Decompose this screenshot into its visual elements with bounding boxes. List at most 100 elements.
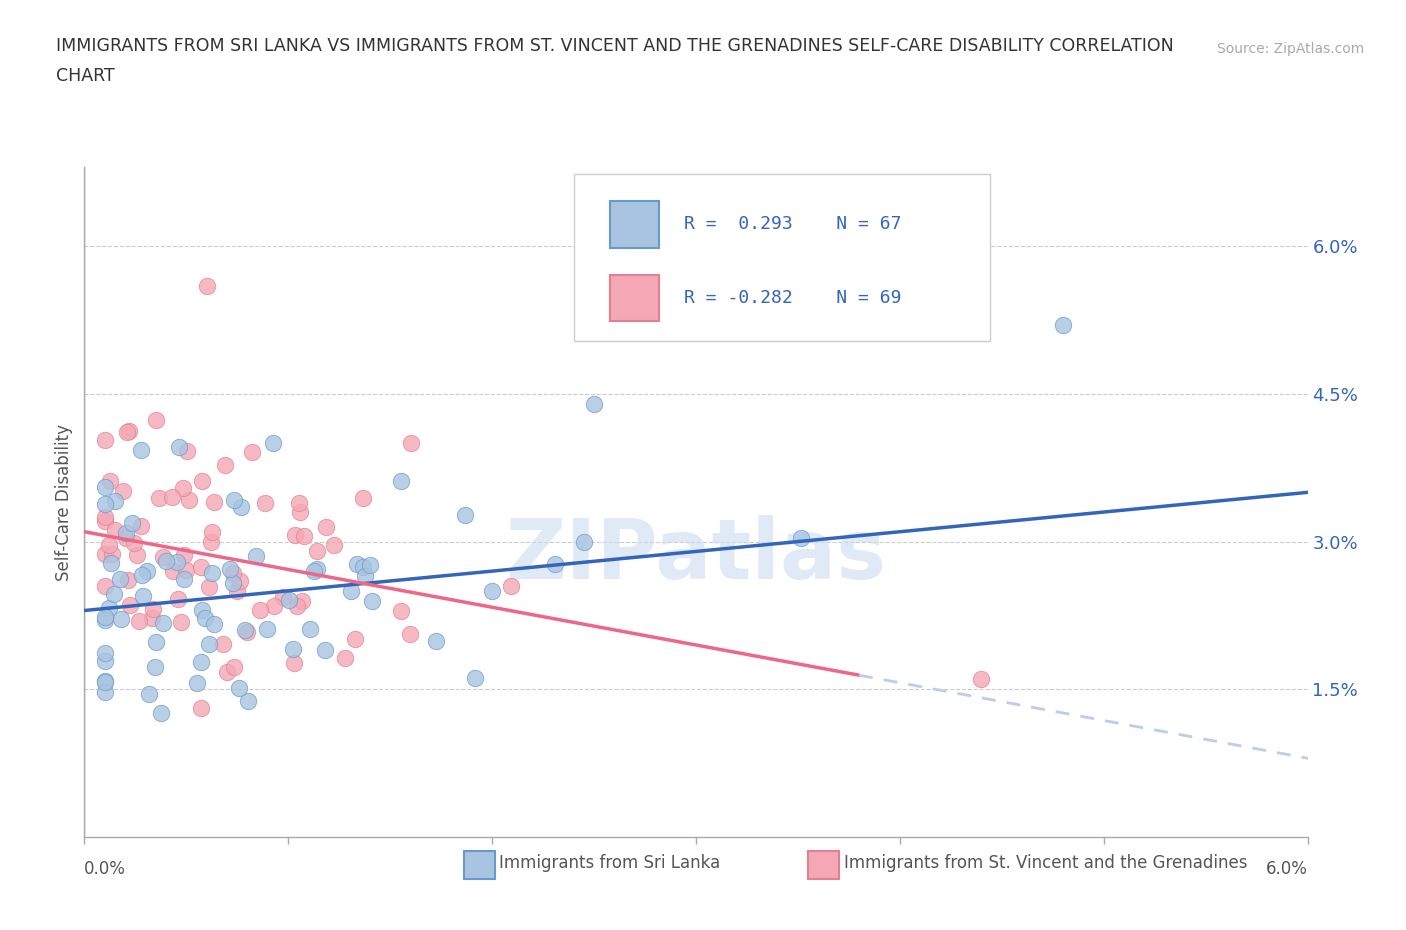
- Point: [93, 684, 115, 699]
- Point: [138, 686, 160, 701]
- Point: [294, 528, 316, 543]
- Point: [287, 598, 309, 613]
- Point: [256, 621, 278, 636]
- Point: [344, 631, 367, 646]
- Point: [122, 535, 145, 550]
- Point: [544, 556, 567, 571]
- Text: IMMIGRANTS FROM SRI LANKA VS IMMIGRANTS FROM ST. VINCENT AND THE GRENADINES SELF: IMMIGRANTS FROM SRI LANKA VS IMMIGRANTS …: [56, 37, 1174, 55]
- Text: Source: ZipAtlas.com: Source: ZipAtlas.com: [1216, 42, 1364, 56]
- Text: R =  0.293    N = 67: R = 0.293 N = 67: [683, 216, 901, 233]
- Point: [115, 530, 138, 545]
- Point: [281, 642, 304, 657]
- Point: [574, 534, 596, 549]
- Point: [93, 645, 115, 660]
- Point: [335, 651, 357, 666]
- Point: [128, 614, 150, 629]
- Point: [190, 559, 212, 574]
- Text: CHART: CHART: [56, 67, 115, 85]
- Point: [98, 473, 121, 488]
- Point: [186, 675, 208, 690]
- Point: [302, 564, 325, 578]
- Point: [176, 562, 198, 577]
- Point: [249, 603, 271, 618]
- Point: [215, 665, 238, 680]
- Text: R = -0.282    N = 69: R = -0.282 N = 69: [683, 289, 901, 307]
- Point: [202, 617, 225, 631]
- Point: [352, 491, 374, 506]
- Point: [101, 547, 124, 562]
- Point: [145, 634, 167, 649]
- Point: [222, 566, 245, 581]
- Point: [222, 576, 245, 591]
- Point: [110, 572, 132, 587]
- Point: [359, 558, 381, 573]
- Point: [214, 458, 236, 472]
- Point: [314, 643, 336, 658]
- Point: [389, 473, 412, 488]
- Text: 6.0%: 6.0%: [1265, 860, 1308, 878]
- Point: [340, 583, 363, 598]
- Point: [118, 424, 141, 439]
- Point: [112, 484, 135, 498]
- Point: [228, 680, 250, 695]
- Point: [110, 612, 132, 627]
- Point: [288, 504, 311, 519]
- Point: [97, 538, 120, 552]
- Point: [176, 444, 198, 458]
- Point: [315, 520, 337, 535]
- Bar: [610, 201, 659, 247]
- Point: [93, 578, 115, 593]
- Point: [127, 548, 149, 563]
- Point: [346, 556, 368, 571]
- Point: [399, 435, 422, 450]
- Point: [93, 480, 115, 495]
- Point: [262, 436, 284, 451]
- Point: [169, 439, 191, 454]
- Point: [352, 560, 374, 575]
- Point: [170, 615, 193, 630]
- Point: [93, 432, 115, 447]
- Point: [263, 599, 285, 614]
- Point: [148, 490, 170, 505]
- Point: [425, 634, 447, 649]
- Point: [141, 611, 163, 626]
- Point: [481, 584, 503, 599]
- Point: [271, 590, 294, 604]
- Point: [104, 523, 127, 538]
- Point: [141, 601, 163, 616]
- Point: [361, 593, 384, 608]
- Point: [149, 706, 172, 721]
- Point: [224, 493, 246, 508]
- Point: [136, 564, 159, 578]
- Point: [201, 525, 224, 539]
- Point: [121, 515, 143, 530]
- Point: [284, 527, 307, 542]
- Point: [93, 609, 115, 624]
- Point: [307, 561, 329, 576]
- Point: [235, 625, 257, 640]
- Point: [117, 572, 139, 587]
- Point: [789, 531, 811, 546]
- Text: Immigrants from Sri Lanka: Immigrants from Sri Lanka: [499, 854, 720, 872]
- Point: [145, 413, 167, 428]
- Point: [103, 493, 125, 508]
- Point: [129, 443, 152, 458]
- Point: [240, 445, 263, 459]
- Point: [218, 562, 240, 577]
- Point: [236, 694, 259, 709]
- FancyBboxPatch shape: [574, 174, 990, 341]
- Point: [103, 586, 125, 601]
- Point: [245, 549, 267, 564]
- Point: [211, 636, 233, 651]
- Point: [190, 603, 212, 618]
- Point: [155, 554, 177, 569]
- Point: [115, 525, 138, 540]
- Text: 0.0%: 0.0%: [84, 860, 127, 878]
- Point: [194, 610, 217, 625]
- Point: [152, 615, 174, 630]
- Point: [583, 396, 606, 411]
- Point: [93, 547, 115, 562]
- Point: [173, 548, 195, 563]
- Bar: [610, 274, 659, 322]
- Point: [177, 493, 200, 508]
